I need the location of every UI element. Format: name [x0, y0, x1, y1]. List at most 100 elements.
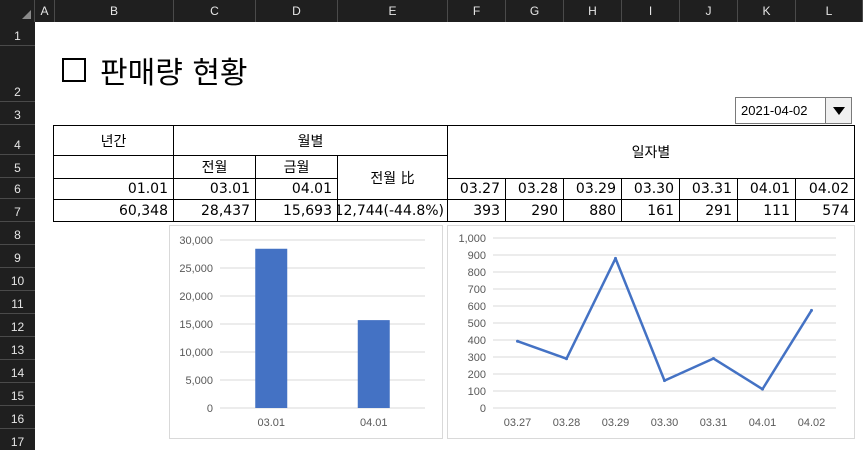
y-tick-label: 300 [468, 352, 486, 364]
column-header-f[interactable]: F [448, 0, 506, 22]
column-header-j[interactable]: J [680, 0, 738, 22]
select-all-triangle-icon [22, 10, 31, 19]
annual-date[interactable]: 01.01 [53, 178, 174, 200]
x-tick-label: 03.31 [700, 417, 728, 429]
x-tick-label: 03.27 [504, 417, 532, 429]
row-header-15[interactable]: 15 [0, 383, 35, 406]
row-header-13[interactable]: 13 [0, 337, 35, 360]
monthly-header[interactable]: 월별 [173, 125, 448, 156]
daily-line-chart[interactable]: 0 100 200 300 400 500 600 700 800 900 1,000 03.27 03… [447, 225, 855, 439]
column-header-c[interactable]: C [174, 0, 256, 22]
row-header-11[interactable]: 11 [0, 291, 35, 314]
data-point[interactable] [712, 357, 715, 361]
row-header-10[interactable]: 10 [0, 268, 35, 291]
y-tick-label: 20,000 [179, 291, 213, 303]
date-dropdown-value: 2021-04-02 [741, 103, 808, 118]
x-tick-label: 04.01 [360, 417, 388, 429]
daily-date-cell[interactable]: 04.02 [795, 178, 855, 200]
x-tick-label: 03.30 [651, 417, 679, 429]
this-month-value[interactable]: 15,693 [255, 199, 338, 222]
data-point[interactable] [810, 308, 813, 312]
y-tick-label: 900 [468, 250, 486, 262]
this-month-date[interactable]: 04.01 [255, 178, 338, 200]
row-header-9[interactable]: 9 [0, 245, 35, 268]
column-header-l[interactable]: L [796, 0, 863, 22]
ratio-label[interactable]: 전월 比 [337, 155, 448, 200]
daily-value-cell[interactable]: 111 [737, 199, 796, 222]
column-header-g[interactable]: G [506, 0, 564, 22]
column-header-i[interactable]: I [622, 0, 680, 22]
ratio-value[interactable]: -12,744(-44.8%) [337, 199, 448, 222]
data-point[interactable] [614, 256, 617, 260]
y-tick-label: 700 [468, 284, 486, 296]
line-chart-svg: 0 100 200 300 400 500 600 700 800 900 1,000 03.27 03… [458, 233, 836, 429]
x-tick-label: 03.01 [257, 417, 285, 429]
date-dropdown[interactable]: 2021-04-02 [735, 97, 852, 124]
row-header-12[interactable]: 12 [0, 314, 35, 337]
daily-value-cell[interactable]: 574 [795, 199, 855, 222]
annual-header[interactable]: 년간 [53, 125, 174, 156]
row-header-2[interactable]: 2 [0, 46, 35, 102]
monthly-bar-chart[interactable]: 0 5,000 10,000 15,000 20,000 25,000 30,000 03.0… [169, 225, 443, 439]
chevron-down-icon [832, 106, 845, 115]
row-header-4[interactable]: 4 [0, 125, 35, 155]
daily-value-cell[interactable]: 290 [505, 199, 564, 222]
daily-value-cell[interactable]: 880 [563, 199, 622, 222]
row-header-6[interactable]: 6 [0, 178, 35, 199]
y-tick-label: 200 [468, 369, 486, 381]
daily-date-cell[interactable]: 03.27 [447, 178, 506, 200]
y-tick-label: 30,000 [179, 235, 213, 247]
daily-date-cell[interactable]: 03.30 [621, 178, 680, 200]
row-header-16[interactable]: 16 [0, 406, 35, 429]
row-header-14[interactable]: 14 [0, 360, 35, 383]
column-header-h[interactable]: H [564, 0, 622, 22]
row-header-7[interactable]: 7 [0, 199, 35, 222]
daily-date-cell[interactable]: 03.29 [563, 178, 622, 200]
column-header-d[interactable]: D [256, 0, 338, 22]
column-header-e[interactable]: E [338, 0, 448, 22]
bar-chart-svg: 0 5,000 10,000 15,000 20,000 25,000 30,000 03.0… [179, 235, 425, 429]
checkbox-square-icon [62, 58, 86, 82]
column-header-b[interactable]: B [55, 0, 174, 22]
column-header-a[interactable]: A [35, 0, 55, 22]
row-header-1[interactable]: 1 [0, 22, 35, 46]
select-all-corner[interactable] [0, 0, 35, 22]
daily-value-cell[interactable]: 291 [679, 199, 738, 222]
y-tick-label: 25,000 [179, 263, 213, 275]
page-title: 판매량 현황 [62, 48, 248, 92]
prev-month-value[interactable]: 28,437 [173, 199, 256, 222]
bar[interactable] [255, 248, 288, 408]
y-tick-label: 1,000 [458, 233, 486, 245]
column-header-k[interactable]: K [738, 0, 796, 22]
dropdown-button[interactable] [825, 98, 851, 123]
daily-header[interactable]: 일자별 [447, 125, 855, 179]
this-month-label[interactable]: 금월 [255, 155, 338, 179]
bar[interactable] [357, 320, 390, 408]
y-tick-label: 500 [468, 318, 486, 330]
row-header-17[interactable]: 17 [0, 429, 35, 450]
daily-date-cell[interactable]: 04.01 [737, 178, 796, 200]
annual-empty-cell[interactable] [53, 155, 174, 179]
x-tick-label: 03.29 [602, 417, 630, 429]
x-tick-label: 03.28 [553, 417, 581, 429]
daily-date-cell[interactable]: 03.28 [505, 178, 564, 200]
daily-value-cell[interactable]: 393 [447, 199, 506, 222]
prev-month-date[interactable]: 03.01 [173, 178, 256, 200]
data-point[interactable] [663, 379, 666, 383]
y-tick-label: 15,000 [179, 319, 213, 331]
data-point[interactable] [761, 387, 764, 391]
prev-month-label[interactable]: 전월 [173, 155, 256, 179]
data-point[interactable] [516, 339, 519, 343]
x-tick-label: 04.01 [749, 417, 777, 429]
row-header-8[interactable]: 8 [0, 222, 35, 245]
daily-value-cell[interactable]: 161 [621, 199, 680, 222]
y-tick-label: 600 [468, 301, 486, 313]
y-tick-label: 0 [480, 403, 486, 415]
annual-value[interactable]: 60,348 [53, 199, 174, 222]
row-header-3[interactable]: 3 [0, 102, 35, 125]
data-point[interactable] [565, 357, 568, 361]
row-header-5[interactable]: 5 [0, 155, 35, 178]
daily-date-cell[interactable]: 03.31 [679, 178, 738, 200]
series-line[interactable] [517, 257, 813, 391]
